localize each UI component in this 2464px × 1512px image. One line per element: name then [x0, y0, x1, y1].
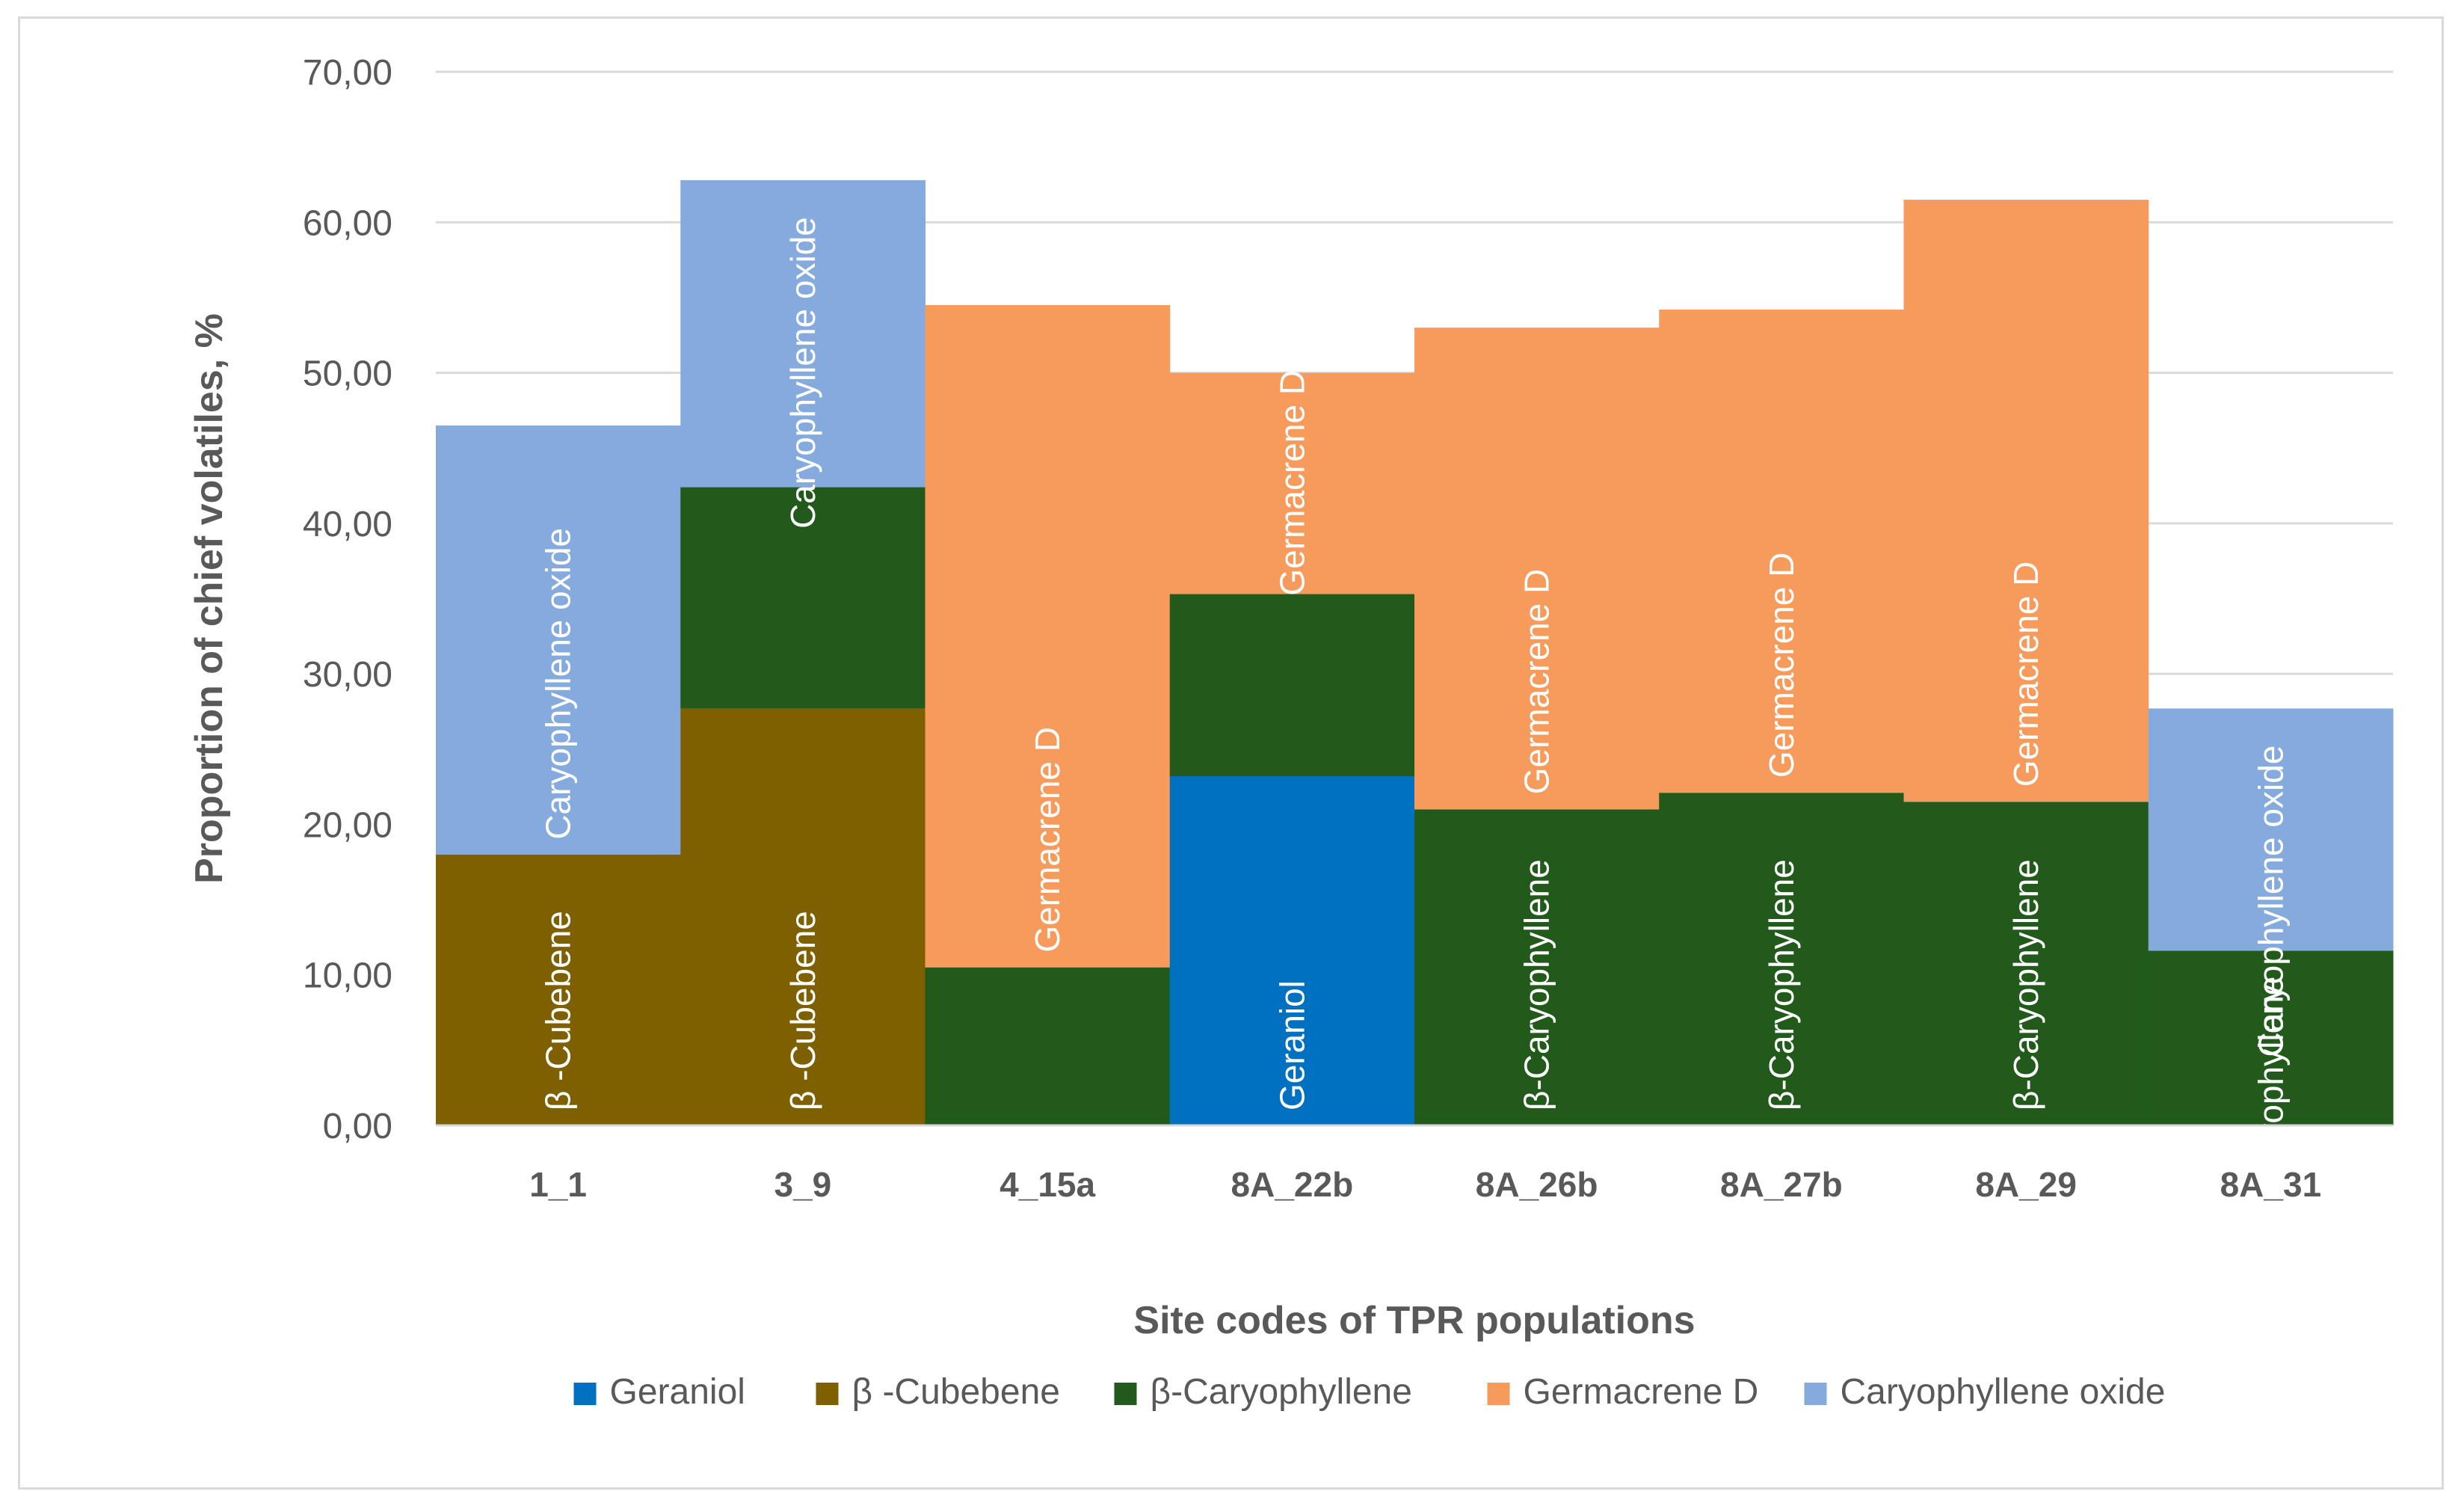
segment-label: β -Cubebene [783, 911, 822, 1110]
x-category-label: 8A_22b [1231, 1165, 1354, 1204]
bar-segment-8A_31-caryophyllene-oxide [2148, 708, 2394, 951]
segment-label: Germacrene D [2006, 562, 2045, 787]
bar-segment-8A_22b-geraniol [1169, 776, 1415, 1125]
segment-label: Geraniol [1272, 980, 1311, 1110]
y-tick-label: 30,00 [303, 655, 392, 695]
legend-label: Geraniol [610, 1372, 745, 1412]
bar-segment-8A_31-caryophyllene [2148, 950, 2394, 1125]
bar-segment-3_9-caryophyllene-oxide [680, 179, 925, 488]
bar-segment-3_9-caryophyllene [680, 487, 925, 709]
legend-swatch [573, 1383, 597, 1405]
legend-label: Germacrene D [1524, 1372, 1759, 1412]
legend-label: Caryophyllene oxide [1841, 1372, 2166, 1412]
bar-segment-8A_26b-caryophyllene [1414, 809, 1660, 1125]
segment-labels: β -Cubebene Caryophyllene oxide β -Cubeben… [539, 217, 2291, 1227]
bars [436, 179, 2394, 1125]
legend-swatch [816, 1383, 839, 1405]
x-category-label: 8A_31 [2220, 1165, 2322, 1204]
x-category-label: 3_9 [774, 1165, 832, 1204]
legend-swatch [1114, 1383, 1137, 1405]
chart-frame: 0,00 10,00 20,00 30,00 40,00 50,00 60,00 70,00 … [18, 16, 2444, 1490]
bar-segment-8A_22b-germacrene-d [1169, 372, 1415, 594]
stacked-bar-chart: 0,0010,0020,0030,0040,0050,0060,0070,00 … [188, 53, 2394, 1412]
bar-segment-4_15a-germacrene-d [925, 304, 1171, 968]
bar-segment-4_15a-caryophyllene [925, 967, 1171, 1125]
segment-label: Caryophyllene oxide [539, 528, 578, 840]
y-tick-label: 50,00 [303, 354, 392, 394]
legend: Geraniol β -Cubebene β-Caryophyllene Germac… [573, 1372, 2166, 1412]
x-axis-title: Site codes of TPR populations [1133, 1299, 1695, 1342]
segment-label: Germacrene D [1272, 370, 1311, 596]
x-category-label: 1_1 [529, 1165, 587, 1204]
bar-segment-8A_29-germacrene-d [1903, 200, 2149, 802]
segment-label: β-Caryophyllene [1518, 859, 1556, 1110]
legend-swatch [1804, 1383, 1827, 1405]
y-tick-label: 40,00 [303, 505, 392, 544]
legend-label: β-Caryophyllene [1151, 1372, 1412, 1412]
segment-label: β-Caryophyllene [2006, 859, 2045, 1110]
y-axis-ticks: 0,00 10,00 20,00 30,00 40,00 50,00 60,00 70,00 [303, 53, 392, 1146]
x-category-label: 8A_26b [1476, 1165, 1598, 1204]
x-category-label: 8A_29 [1975, 1165, 2077, 1204]
y-tick-label: 10,00 [303, 956, 392, 996]
bar-segment-8A_26b-germacrene-d [1414, 328, 1660, 810]
segment-label: Caryophyllene oxide [783, 217, 822, 529]
legend-swatch [1487, 1383, 1510, 1405]
segment-label: β-Caryophyllene [2251, 977, 2290, 1228]
bar-segment-1_1-caryophyllene-oxide [436, 425, 681, 855]
bar-segment-8A_27b-germacrene-d [1659, 310, 1904, 793]
segment-label: Caryophyllene oxide [2251, 746, 2290, 1057]
x-category-label: 8A_27b [1720, 1165, 1843, 1204]
segment-label: Germacrene D [1518, 569, 1556, 795]
y-tick-label: 0,00 [323, 1107, 392, 1146]
segment-label: Germacrene D [1762, 553, 1801, 778]
bar-segment-8A_22b-caryophyllene [1169, 594, 1415, 777]
segment-label: β -Cubebene [539, 911, 578, 1110]
y-tick-label: 70,00 [303, 53, 392, 93]
legend-label: β -Cubebene [852, 1372, 1060, 1412]
y-tick-label: 20,00 [303, 805, 392, 845]
x-axis-categories: 1_1 3_9 4_15a 8A_22b 8A_26b 8A_27b 8A_29 8A_31 [529, 1165, 2321, 1204]
y-tick-label: 60,00 [303, 203, 392, 243]
bar-segment-8A_27b-caryophyllene [1659, 793, 1904, 1125]
y-axis-title: Proportion of chief volatiles, % [188, 313, 231, 884]
x-category-label: 4_15a [1000, 1165, 1095, 1204]
segment-label: β-Caryophyllene [1762, 859, 1801, 1110]
segment-label: Germacrene D [1028, 727, 1067, 953]
bar-segment-3_9-cubebene [680, 708, 925, 1125]
bar-segment-8A_29-caryophyllene [1903, 802, 2149, 1125]
bar-segment-1_1-cubebene [436, 854, 681, 1125]
